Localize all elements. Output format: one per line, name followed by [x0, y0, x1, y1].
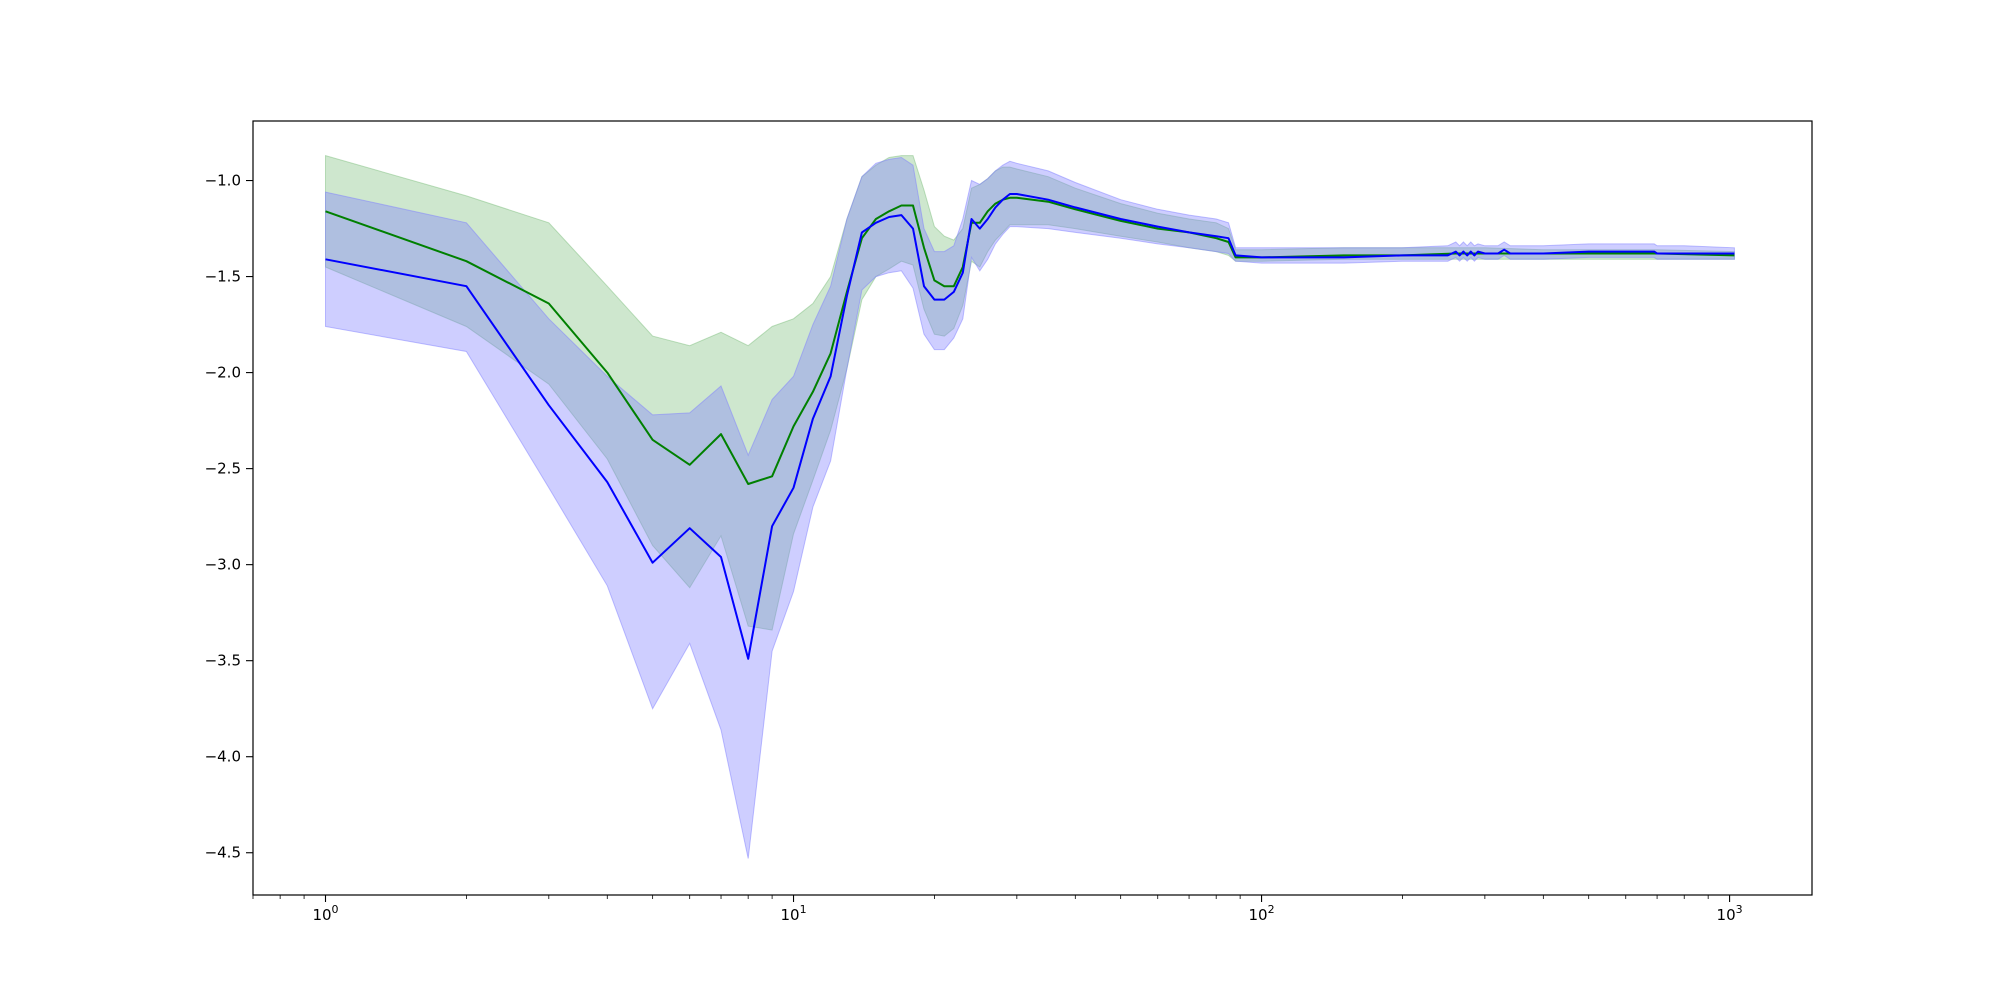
x-tick-label-exponent: 3	[1736, 903, 1743, 916]
x-tick-label-base: 10	[1249, 906, 1268, 924]
y-tick-label: −3.5	[205, 652, 241, 670]
y-tick-label: −2.5	[205, 460, 241, 478]
y-tick-label: −1.5	[205, 268, 241, 286]
series-lines	[325, 193, 1735, 660]
axes-frame	[252, 120, 1813, 896]
y-tick-label: −2.0	[205, 364, 241, 382]
series-1-line	[325, 193, 1735, 660]
x-tick-label: 103	[1717, 903, 1743, 924]
y-tick-label: −1.0	[205, 172, 241, 190]
plot-area	[325, 154, 1735, 859]
confidence-bands	[325, 154, 1735, 859]
x-tick-label-base: 10	[312, 906, 331, 924]
x-tick-label-base: 10	[1717, 906, 1736, 924]
x-tick-label-exponent: 2	[1268, 903, 1275, 916]
y-tick-label: −3.0	[205, 556, 241, 574]
x-tick-label-exponent: 0	[332, 903, 339, 916]
y-tick-label: −4.0	[205, 748, 241, 766]
y-axis: −1.0 −1.5 −2.0 −2.5 −3.0 −3.5 −4.0 −4.5	[205, 172, 253, 862]
x-tick-label-exponent: 1	[800, 903, 807, 916]
x-axis: 100 101 102 103	[252, 895, 1743, 924]
series-1-band	[325, 156, 1735, 859]
x-tick-label: 100	[312, 903, 338, 924]
y-tick-label: −4.5	[205, 844, 241, 862]
x-tick-label: 101	[780, 903, 806, 924]
x-tick-label-base: 10	[780, 906, 799, 924]
x-tick-label: 102	[1249, 903, 1275, 924]
